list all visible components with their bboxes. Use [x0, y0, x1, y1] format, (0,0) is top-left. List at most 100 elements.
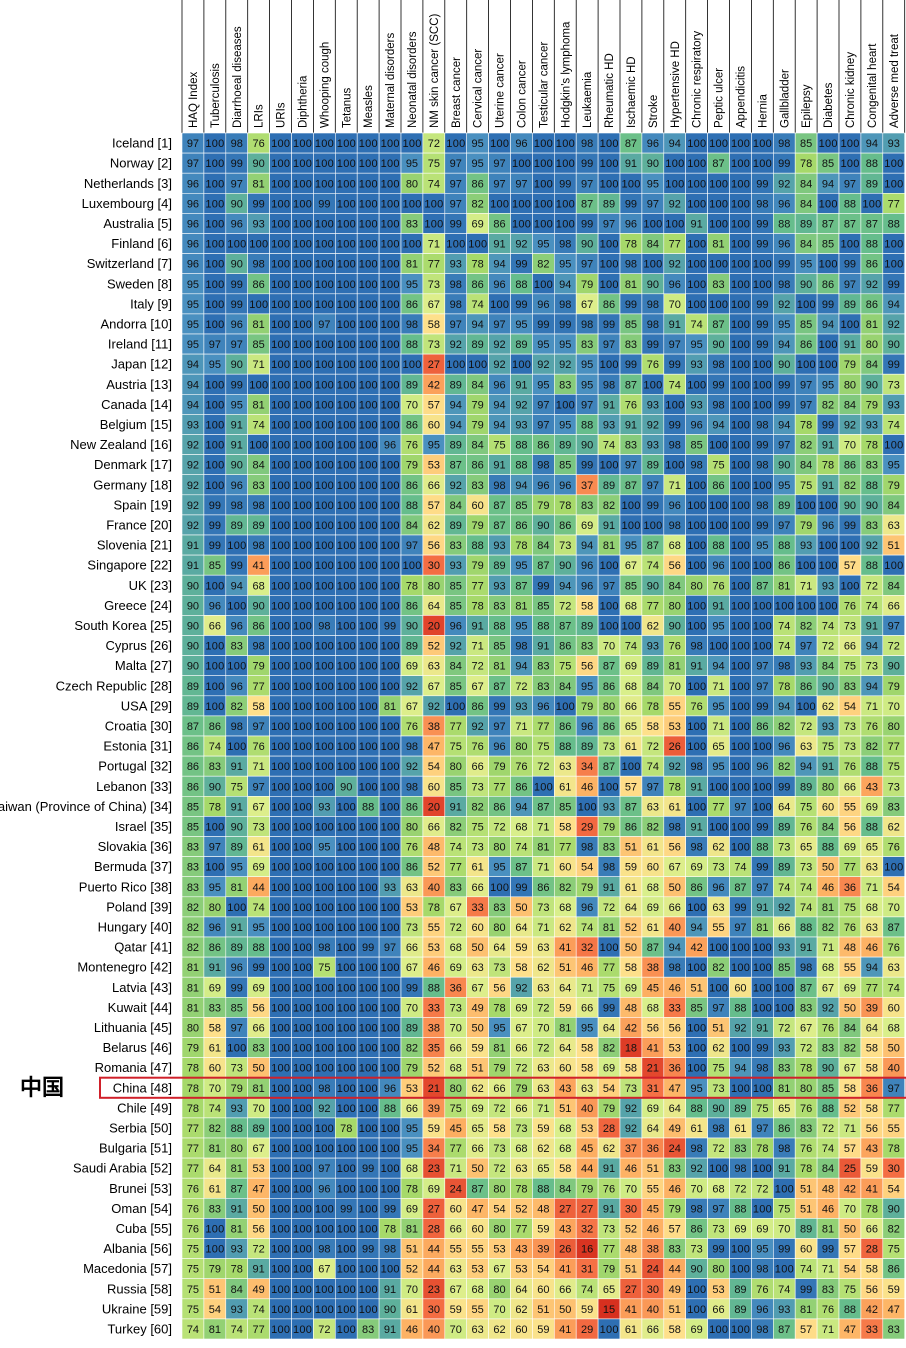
- heatmap-cell-value: 76: [800, 1103, 812, 1115]
- heatmap-cell-value: 100: [337, 842, 356, 854]
- heatmap-cell-value: 94: [493, 259, 505, 271]
- heatmap-cell-value: 69: [406, 661, 418, 673]
- heatmap-cell-value: 66: [406, 1103, 418, 1115]
- heatmap-cell-value: 100: [205, 299, 224, 311]
- heatmap-cell-value: 90: [778, 359, 790, 371]
- heatmap-cell-value: 97: [450, 178, 462, 190]
- heatmap-cell-value: 85: [800, 319, 812, 331]
- heatmap-cell-value: 71: [472, 641, 484, 653]
- heatmap-cell-value: 79: [581, 882, 593, 894]
- heatmap-cell-value: 86: [406, 862, 418, 874]
- heatmap-cell-value: 75: [756, 1103, 768, 1115]
- heatmap-cell-value: 94: [669, 942, 681, 954]
- heatmap-cell-value: 100: [315, 862, 334, 874]
- heatmap-cell-value: 89: [581, 741, 593, 753]
- heatmap-cell-value: 77: [428, 259, 440, 271]
- heatmap-cell-value: 77: [493, 781, 505, 793]
- heatmap-cell-value: 83: [253, 1043, 265, 1055]
- heatmap-cell-value: 99: [231, 379, 243, 391]
- heatmap-cell-value: 72: [756, 1183, 768, 1195]
- heatmap-cell-value: 86: [515, 781, 527, 793]
- heatmap-cell-value: 100: [337, 399, 356, 411]
- heatmap-cell-value: 33: [472, 902, 484, 914]
- heatmap-cell-value: 100: [359, 761, 378, 773]
- heatmap-cell-value: 98: [318, 942, 330, 954]
- heatmap-cell-value: 82: [187, 922, 199, 934]
- heatmap-cell-value: 77: [253, 1324, 265, 1336]
- heatmap-cell-value: 100: [381, 1002, 400, 1014]
- heatmap-cell-value: 85: [625, 319, 637, 331]
- heatmap-cell-value: 100: [249, 440, 268, 452]
- heatmap-cell-value: 100: [753, 259, 772, 271]
- heatmap-cell-value: 94: [888, 299, 900, 311]
- heatmap-cell-value: 60: [822, 801, 834, 813]
- heatmap-cell-value: 100: [687, 198, 706, 210]
- row-label-slovenia-21: Slovenia [21]: [97, 538, 172, 553]
- heatmap-cell-value: 73: [844, 741, 856, 753]
- heatmap-cell-value: 97: [209, 339, 221, 351]
- heatmap-cell-value: 71: [712, 681, 724, 693]
- heatmap-cell-value: 63: [537, 1083, 549, 1095]
- heatmap-cell-value: 100: [359, 882, 378, 894]
- heatmap-cell-value: 100: [753, 600, 772, 612]
- heatmap-cell-value: 78: [384, 1223, 396, 1235]
- heatmap-cell-value: 100: [622, 520, 641, 532]
- heatmap-cell-value: 91: [231, 801, 243, 813]
- heatmap-cell-value: 86: [209, 721, 221, 733]
- heatmap-cell-value: 85: [450, 580, 462, 592]
- heatmap-cell-value: 95: [712, 620, 724, 632]
- heatmap-cell-value: 85: [822, 1083, 834, 1095]
- heatmap-cell-value: 100: [337, 419, 356, 431]
- heatmap-cell-value: 57: [625, 781, 637, 793]
- heatmap-cell-value: 45: [450, 1123, 462, 1135]
- heatmap-cell-value: 100: [359, 239, 378, 251]
- heatmap-cell-value: 95: [231, 862, 243, 874]
- heatmap-cell-value: 99: [603, 1002, 615, 1014]
- heatmap-cell-value: 87: [581, 198, 593, 210]
- heatmap-cell-value: 100: [643, 379, 662, 391]
- heatmap-cell-value: 64: [559, 982, 571, 994]
- heatmap-cell-value: 81: [187, 962, 199, 974]
- heatmap-cell-value: 100: [731, 942, 750, 954]
- heatmap-cell-value: 68: [472, 1284, 484, 1296]
- heatmap-cell-value: 78: [493, 1002, 505, 1014]
- heatmap-cell-value: 51: [625, 1264, 637, 1276]
- heatmap-cell-value: 100: [337, 1143, 356, 1155]
- heatmap-cell-value: 100: [687, 741, 706, 753]
- heatmap-cell-value: 100: [293, 1002, 312, 1014]
- heatmap-cell-value: 93: [493, 540, 505, 552]
- heatmap-cell-value: 100: [271, 580, 290, 592]
- heatmap-cell-value: 100: [753, 560, 772, 572]
- heatmap-cell-value: 70: [493, 1304, 505, 1316]
- heatmap-cell-value: 98: [669, 520, 681, 532]
- row-label-andorra-10: Andorra [10]: [100, 316, 172, 331]
- heatmap-cell-value: 99: [515, 259, 527, 271]
- heatmap-cell-value: 82: [778, 761, 790, 773]
- heatmap-cell-value: 87: [603, 661, 615, 673]
- heatmap-cell-value: 100: [753, 982, 772, 994]
- heatmap-cell-value: 100: [381, 862, 400, 874]
- heatmap-cell-value: 100: [293, 158, 312, 170]
- row-label-greece-24: Greece [24]: [104, 598, 172, 613]
- heatmap-cell-value: 100: [381, 279, 400, 291]
- column-header-colon-cancer: Colon cancer: [516, 60, 528, 128]
- heatmap-cell-value: 100: [534, 198, 553, 210]
- heatmap-cell-value: 80: [493, 1284, 505, 1296]
- heatmap-cell-value: 100: [271, 460, 290, 472]
- heatmap-cell-value: 91: [472, 620, 484, 632]
- heatmap-cell-value: 100: [337, 540, 356, 552]
- heatmap-cell-value: 97: [669, 339, 681, 351]
- heatmap-cell-value: 100: [271, 801, 290, 813]
- heatmap-cell-value: 99: [581, 218, 593, 230]
- heatmap-cell-value: 70: [778, 1223, 790, 1235]
- heatmap-cell-value: 53: [712, 1284, 724, 1296]
- heatmap-cell-value: 100: [205, 681, 224, 693]
- heatmap-cell-value: 100: [687, 138, 706, 150]
- heatmap-cell-value: 100: [381, 138, 400, 150]
- heatmap-cell-value: 99: [231, 279, 243, 291]
- heatmap-cell-value: 100: [819, 500, 838, 512]
- heatmap-cell-value: 83: [187, 882, 199, 894]
- heatmap-cell-value: 97: [493, 178, 505, 190]
- heatmap-cell-value: 88: [362, 801, 374, 813]
- heatmap-cell-value: 82: [537, 259, 549, 271]
